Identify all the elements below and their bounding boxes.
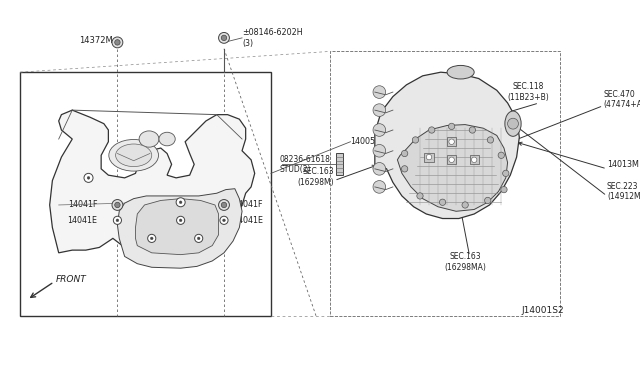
Circle shape	[462, 202, 468, 208]
Circle shape	[417, 193, 423, 199]
Circle shape	[440, 199, 445, 205]
Text: SEC.163
(16298M): SEC.163 (16298M)	[298, 167, 334, 187]
Circle shape	[220, 216, 228, 224]
Circle shape	[115, 202, 120, 208]
Text: 14013M: 14013M	[607, 160, 639, 169]
Circle shape	[373, 163, 386, 175]
Circle shape	[373, 144, 386, 157]
Circle shape	[449, 157, 454, 163]
Circle shape	[116, 219, 119, 222]
Text: FRONT: FRONT	[56, 275, 87, 285]
Circle shape	[219, 32, 229, 43]
Circle shape	[426, 154, 432, 160]
Text: 14041F: 14041F	[233, 201, 262, 209]
Circle shape	[176, 198, 185, 207]
Circle shape	[469, 127, 476, 133]
Text: ±08146-6202H
(3): ±08146-6202H (3)	[242, 28, 303, 48]
Bar	[336, 154, 343, 175]
Text: SEC.223
(L4912M): SEC.223 (L4912M)	[429, 82, 465, 102]
Bar	[447, 155, 456, 164]
Bar	[470, 155, 479, 164]
Circle shape	[373, 104, 386, 116]
Text: SEC.118
(11B23+B): SEC.118 (11B23+B)	[508, 82, 549, 102]
Circle shape	[221, 202, 227, 208]
Bar	[447, 137, 456, 146]
Circle shape	[508, 118, 518, 129]
Ellipse shape	[109, 140, 159, 171]
Text: SEC.470
(47474+A): SEC.470 (47474+A)	[604, 90, 640, 109]
Circle shape	[195, 234, 203, 243]
Polygon shape	[117, 189, 242, 268]
Circle shape	[412, 137, 419, 143]
Polygon shape	[50, 110, 255, 261]
Circle shape	[221, 35, 227, 41]
Circle shape	[373, 124, 386, 136]
Circle shape	[487, 137, 493, 143]
Text: 14041F: 14041F	[68, 201, 97, 209]
Circle shape	[150, 237, 153, 240]
Circle shape	[219, 199, 229, 211]
Text: SEC.223
(14912M): SEC.223 (14912M)	[607, 182, 640, 201]
Text: 14372M: 14372M	[79, 36, 113, 45]
Circle shape	[197, 237, 200, 240]
Circle shape	[401, 150, 408, 157]
Circle shape	[502, 170, 509, 177]
Circle shape	[373, 180, 386, 193]
Circle shape	[429, 127, 435, 133]
Circle shape	[177, 216, 185, 224]
Ellipse shape	[116, 144, 152, 167]
Ellipse shape	[505, 111, 521, 136]
Circle shape	[223, 219, 225, 222]
Ellipse shape	[159, 132, 175, 146]
Polygon shape	[136, 199, 219, 255]
Circle shape	[472, 157, 477, 163]
Circle shape	[84, 173, 93, 182]
Text: 14041E: 14041E	[233, 216, 263, 225]
Circle shape	[148, 234, 156, 243]
Circle shape	[449, 123, 455, 129]
Circle shape	[112, 37, 123, 48]
Circle shape	[87, 177, 90, 179]
Circle shape	[373, 86, 386, 98]
Circle shape	[112, 199, 123, 211]
Circle shape	[501, 186, 507, 193]
Circle shape	[115, 40, 120, 45]
Ellipse shape	[139, 131, 159, 147]
Circle shape	[449, 139, 454, 144]
Circle shape	[484, 197, 491, 203]
Circle shape	[179, 201, 182, 203]
Circle shape	[113, 216, 122, 224]
Circle shape	[498, 152, 504, 158]
Polygon shape	[375, 72, 519, 218]
Polygon shape	[397, 125, 508, 211]
Text: 08236-61618
STUD(2): 08236-61618 STUD(2)	[280, 155, 331, 174]
Text: 14041E: 14041E	[68, 216, 97, 225]
Circle shape	[401, 166, 408, 172]
Bar	[424, 153, 433, 161]
Text: SEC.163
(16298MA): SEC.163 (16298MA)	[444, 252, 486, 272]
Text: J14001S2: J14001S2	[522, 306, 564, 315]
Text: 14005E: 14005E	[351, 137, 381, 146]
Circle shape	[179, 219, 182, 222]
Ellipse shape	[447, 65, 474, 79]
